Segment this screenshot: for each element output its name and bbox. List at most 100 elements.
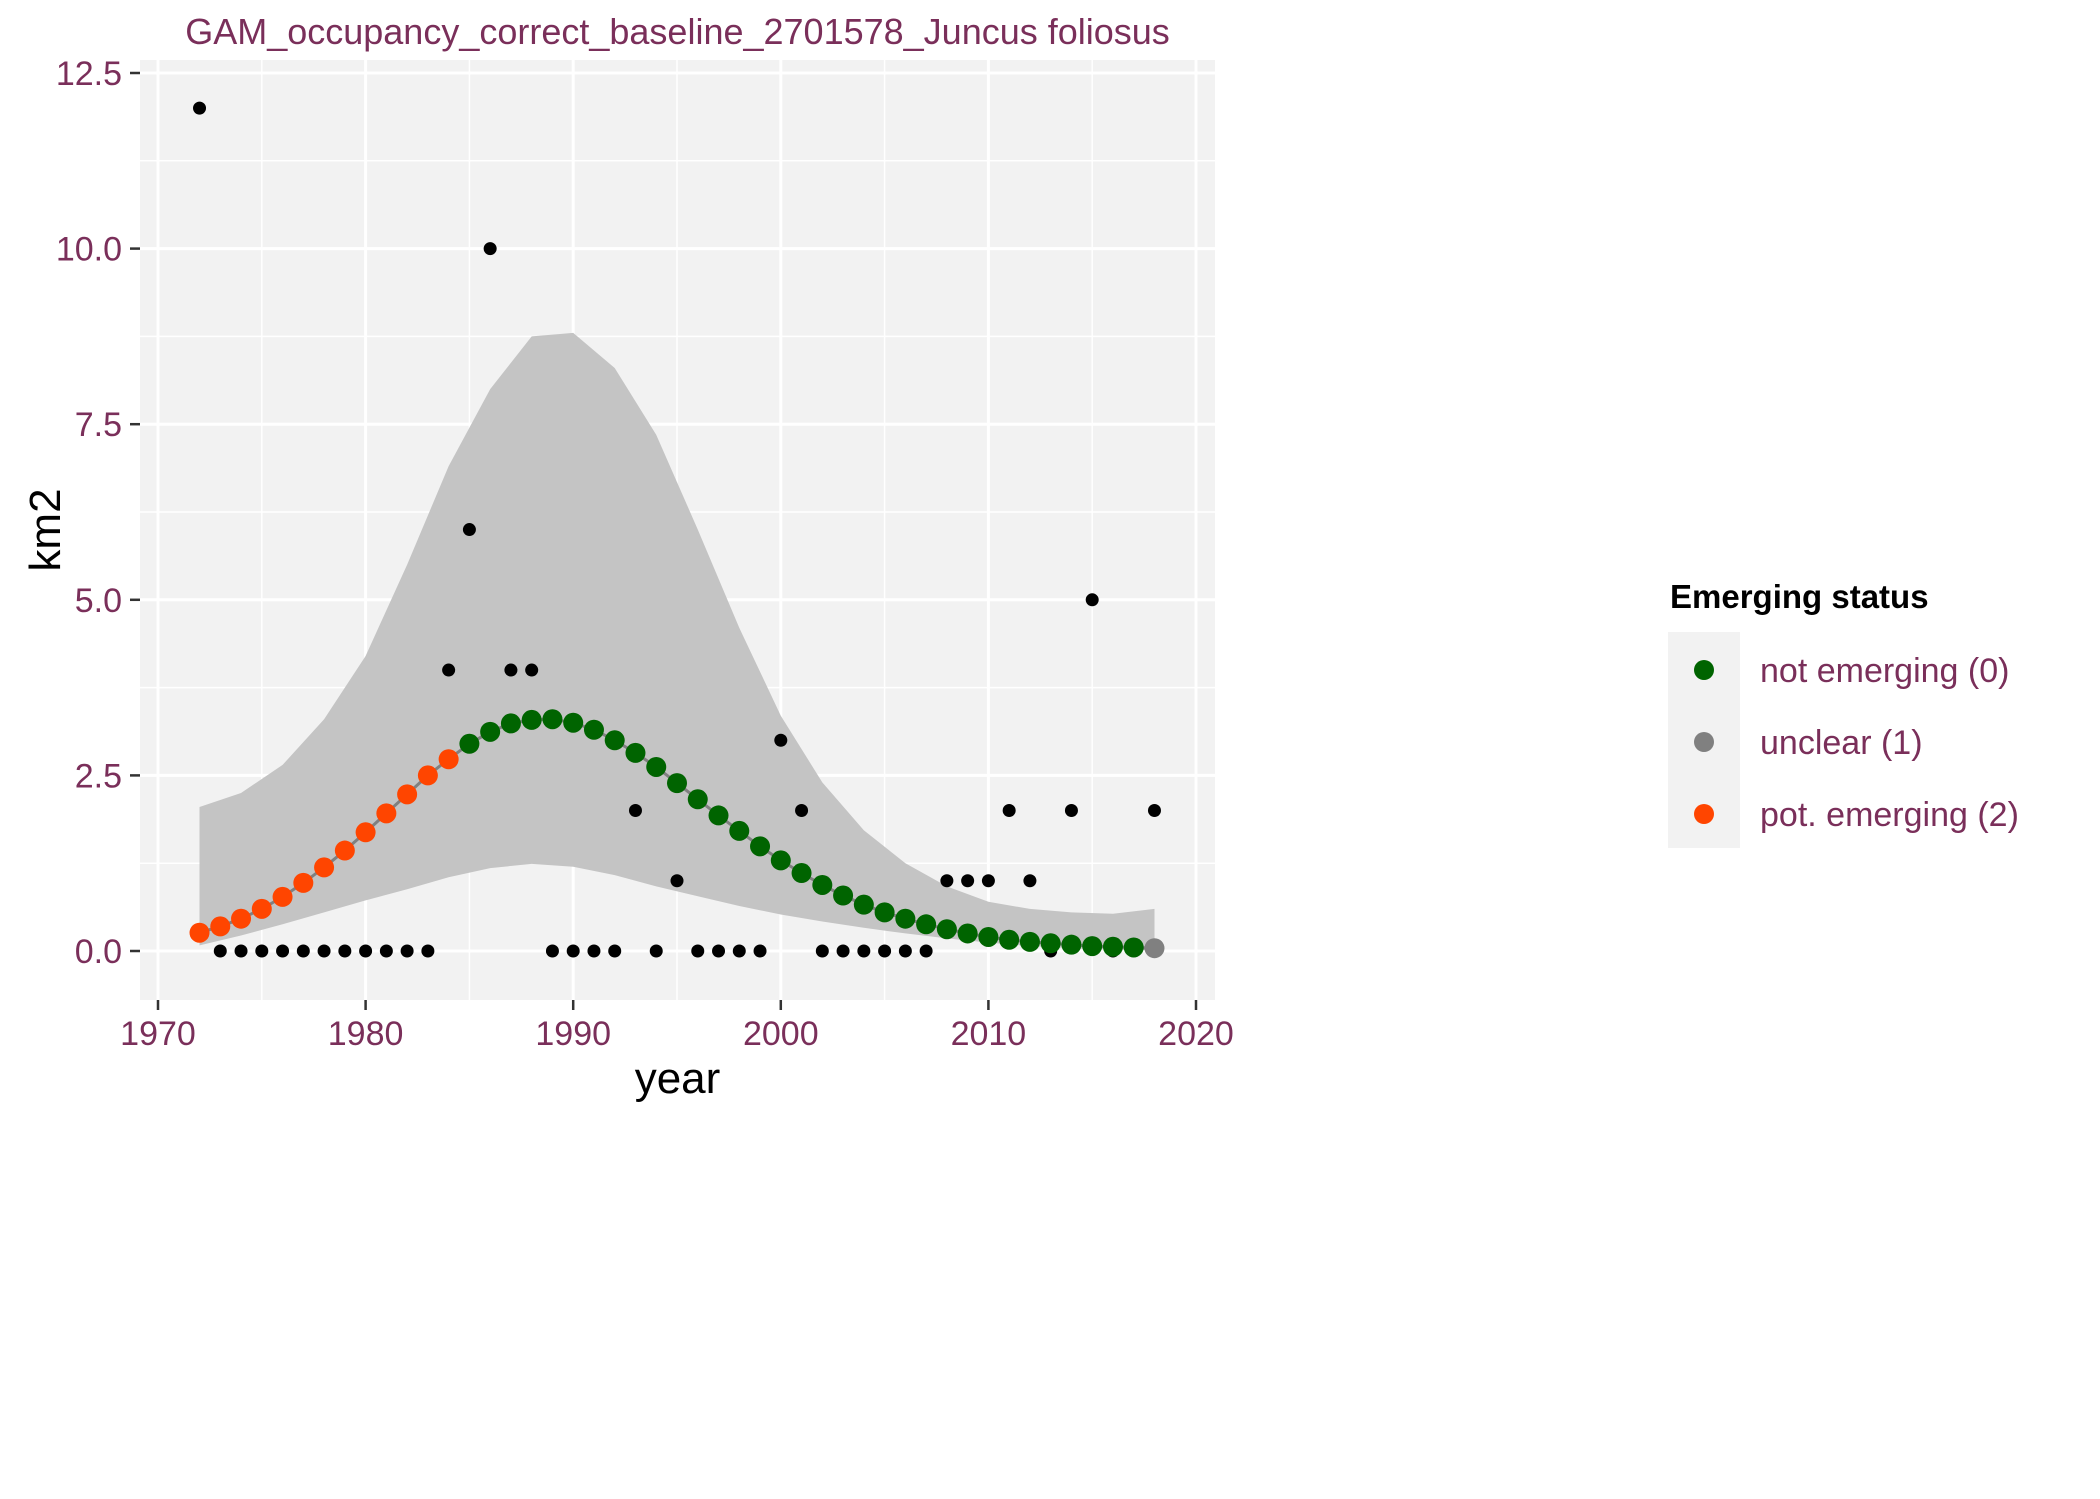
x-tick-label: 1970 xyxy=(120,1015,196,1053)
legend-entries: not emerging (0) unclear (1) pot. emerging… xyxy=(1694,652,2019,834)
observed-point xyxy=(608,944,622,958)
legend-key-dot xyxy=(1694,732,1714,752)
fitted-point xyxy=(189,922,210,943)
fitted-point xyxy=(791,863,812,884)
fitted-point xyxy=(314,857,335,878)
fitted-point xyxy=(916,914,937,935)
fitted-point xyxy=(667,773,687,794)
observed-point xyxy=(836,944,850,958)
observed-point xyxy=(193,101,207,115)
observed-point xyxy=(462,523,476,537)
observed-point xyxy=(649,944,663,958)
fitted-point xyxy=(874,902,895,923)
fitted-point xyxy=(853,894,874,915)
x-tick-label: 2000 xyxy=(743,1015,819,1053)
fitted-point xyxy=(355,822,376,843)
legend-label: not emerging (0) xyxy=(1760,652,2009,690)
fitted-point xyxy=(936,919,957,940)
x-tick-label: 1990 xyxy=(535,1015,611,1053)
fitted-point xyxy=(646,756,667,777)
x-tick-label: 2020 xyxy=(1158,1015,1234,1053)
observed-point xyxy=(296,944,310,958)
fitted-points xyxy=(189,709,1165,959)
fitted-point xyxy=(1144,938,1165,959)
observed-point xyxy=(421,944,435,958)
observed-point xyxy=(691,944,705,958)
y-tick-label: 12.5 xyxy=(56,55,122,93)
fitted-point xyxy=(978,926,999,947)
fitted-point xyxy=(251,898,272,919)
fitted-point xyxy=(1123,937,1144,958)
fitted-point xyxy=(376,803,397,824)
fitted-point xyxy=(480,721,501,742)
y-tick-label: 7.5 xyxy=(75,406,122,444)
fitted-point xyxy=(729,820,750,841)
observed-point xyxy=(795,804,809,818)
chart-title: GAM_occupancy_correct_baseline_2701578_J… xyxy=(185,11,1170,52)
observed-point xyxy=(1064,804,1078,818)
fitted-point xyxy=(417,765,438,786)
observed-point xyxy=(587,944,601,958)
observed-point xyxy=(815,944,829,958)
observed-point xyxy=(379,944,393,958)
observed-point xyxy=(442,663,456,677)
fitted-point xyxy=(1082,936,1103,957)
x-tick-label: 2010 xyxy=(951,1015,1027,1053)
fitted-point xyxy=(334,840,355,861)
observed-point xyxy=(255,944,269,958)
observed-point xyxy=(545,944,559,958)
observed-point xyxy=(483,242,497,256)
fitted-point xyxy=(521,709,542,730)
y-tick-label: 0.0 xyxy=(75,933,122,971)
observed-point xyxy=(317,944,331,958)
legend-key-dot xyxy=(1694,660,1714,680)
fitted-point xyxy=(812,874,833,895)
observed-point xyxy=(359,944,373,958)
observed-point xyxy=(525,663,539,677)
fitted-point xyxy=(1040,933,1061,954)
legend-key-dot xyxy=(1694,804,1714,824)
fitted-point xyxy=(770,850,791,871)
confidence-band xyxy=(199,332,1155,951)
fitted-point xyxy=(625,742,646,763)
legend-label: unclear (1) xyxy=(1760,724,1923,762)
fitted-point xyxy=(210,916,231,937)
observed-point xyxy=(1085,593,1099,607)
fitted-point xyxy=(999,929,1020,950)
fitted-point xyxy=(293,872,314,893)
confidence-ribbon xyxy=(199,332,1155,951)
observed-point xyxy=(981,874,995,888)
fitted-point xyxy=(397,784,418,805)
observed-points xyxy=(193,101,1161,958)
fitted-point xyxy=(687,789,708,810)
fitted-point xyxy=(459,733,480,754)
fitted-point xyxy=(750,836,771,857)
observed-point xyxy=(1023,874,1037,888)
x-axis-title: year xyxy=(635,1054,721,1103)
observed-point xyxy=(919,944,933,958)
legend: Emerging status not emerging (0) unclear … xyxy=(1668,578,2019,848)
legend-title: Emerging status xyxy=(1670,578,1929,615)
gridlines xyxy=(140,60,1215,1000)
fitted-point xyxy=(1102,936,1123,957)
observed-point xyxy=(878,944,892,958)
fitted-point xyxy=(833,885,854,906)
x-tick-label: 1980 xyxy=(328,1015,404,1053)
fitted-point xyxy=(272,886,293,907)
fitted-point xyxy=(1061,934,1082,955)
fitted-point xyxy=(1019,931,1040,952)
observed-point xyxy=(504,663,518,677)
observed-point xyxy=(1147,804,1161,818)
observed-point xyxy=(338,944,352,958)
observed-point xyxy=(670,874,684,888)
observed-point xyxy=(857,944,871,958)
y-tick-label: 2.5 xyxy=(75,757,122,795)
fitted-point xyxy=(438,749,459,770)
observed-point xyxy=(732,944,746,958)
y-tick-label: 5.0 xyxy=(75,582,122,620)
observed-point xyxy=(961,874,975,888)
observed-point xyxy=(400,944,414,958)
fitted-point xyxy=(604,730,625,751)
observed-point xyxy=(753,944,767,958)
